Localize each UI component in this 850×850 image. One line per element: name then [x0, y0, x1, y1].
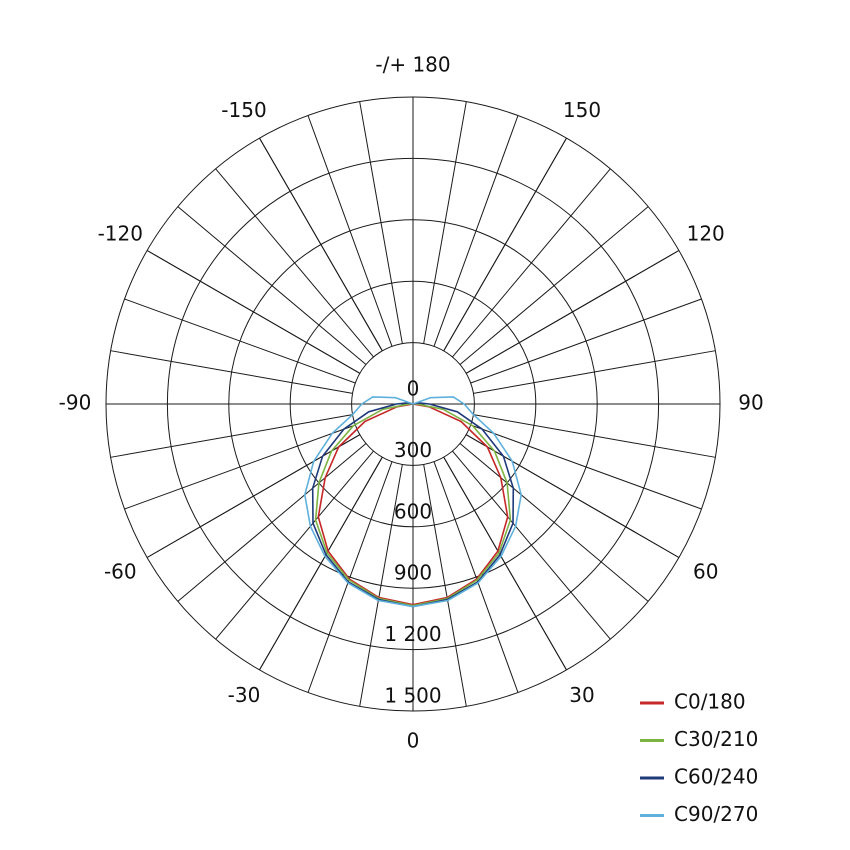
grid-spoke — [423, 101, 467, 344]
legend-label: C0/180 — [674, 690, 746, 714]
grid-spoke — [452, 450, 611, 640]
grid-spoke — [124, 424, 356, 510]
grid-spoke — [470, 298, 702, 384]
angle-label: 150 — [563, 98, 601, 122]
radial-label: 1 200 — [384, 622, 441, 646]
legend-label: C30/210 — [674, 727, 758, 751]
angle-label: -/+ 180 — [375, 53, 450, 77]
grid-spoke — [307, 461, 393, 693]
grid-spoke — [443, 137, 567, 352]
grid-spoke — [359, 101, 403, 344]
grid-spoke — [215, 450, 374, 640]
curve — [311, 402, 414, 608]
grid-spoke — [459, 443, 649, 602]
grid-spoke — [215, 168, 374, 358]
grid-spoke — [110, 414, 353, 458]
curve — [412, 396, 523, 608]
curve — [412, 403, 509, 606]
grid-spoke — [359, 464, 403, 707]
angle-label: 30 — [569, 683, 594, 707]
grid-spoke — [124, 298, 356, 384]
curve — [303, 396, 414, 608]
grid-spoke — [110, 350, 353, 394]
grid-spoke — [443, 456, 567, 671]
grid-spoke — [473, 350, 716, 394]
angle-label: -120 — [98, 222, 143, 246]
curve — [412, 402, 515, 608]
radial-label: 0 — [407, 377, 420, 401]
legend-label: C60/240 — [674, 765, 758, 789]
legend-label: C90/270 — [674, 802, 758, 826]
angle-label: -90 — [59, 391, 92, 415]
grid-spoke — [433, 461, 519, 693]
angle-label: 0 — [407, 729, 420, 753]
angle-label: -60 — [104, 560, 137, 584]
radial-label: 1 500 — [384, 684, 441, 708]
grid-spoke — [146, 250, 361, 374]
grid-spoke — [473, 414, 716, 458]
angle-label: -30 — [228, 683, 261, 707]
angle-label: 60 — [693, 560, 718, 584]
angle-label: -150 — [221, 98, 266, 122]
radial-label: 300 — [394, 438, 432, 462]
grid-spoke — [423, 464, 467, 707]
curve — [314, 403, 414, 607]
angle-label: 90 — [738, 391, 763, 415]
grid-spoke — [259, 456, 383, 671]
curve — [412, 403, 512, 607]
radial-label: 600 — [394, 499, 432, 523]
grid-spoke — [465, 434, 680, 558]
grid-spoke — [459, 206, 649, 365]
grid-spoke — [307, 115, 393, 347]
radial-label: 900 — [394, 561, 432, 585]
grid-spoke — [452, 168, 611, 358]
grid-spoke — [177, 206, 367, 365]
grid-spoke — [146, 434, 361, 558]
curve — [317, 403, 414, 606]
angle-label: 120 — [687, 222, 725, 246]
grid-spoke — [470, 424, 702, 510]
grid-spoke — [465, 250, 680, 374]
grid-spoke — [433, 115, 519, 347]
grid-spoke — [259, 137, 383, 352]
grid-spoke — [177, 443, 367, 602]
